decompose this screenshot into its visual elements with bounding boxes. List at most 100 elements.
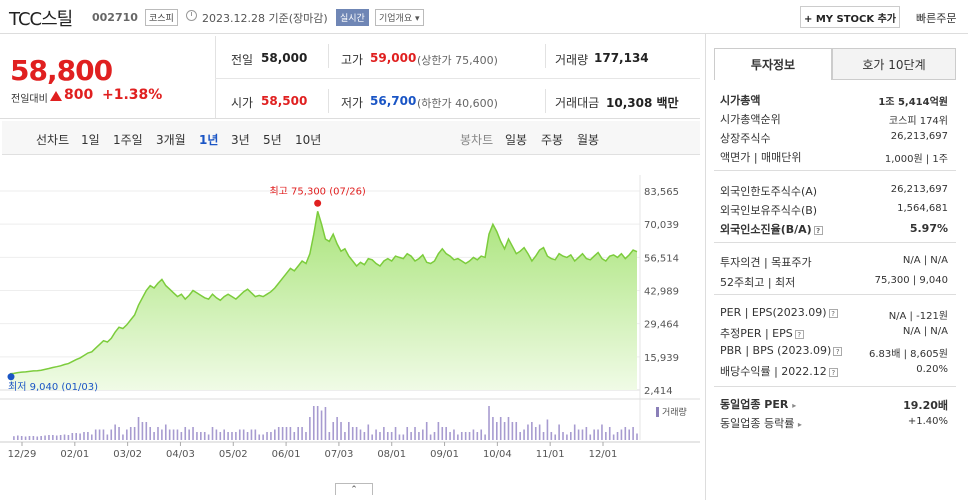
volume-bar: [184, 427, 187, 440]
listed-shares-value: 26,213,697: [890, 131, 948, 142]
volume-bar: [402, 434, 405, 440]
volume-bar: [266, 432, 268, 440]
help-icon[interactable]: ?: [828, 367, 838, 377]
foreign-limit-label: 외국인한도주식수(A): [720, 185, 818, 198]
divider: [545, 44, 546, 68]
volume-bar: [32, 436, 35, 440]
volume-bar: [511, 422, 514, 440]
volume-bar: [605, 432, 607, 440]
est-per-label: 추정PER | EPS?: [720, 325, 804, 341]
volume-bar: [620, 429, 623, 440]
volume-bar: [231, 432, 233, 440]
volume-bar: [164, 424, 167, 440]
par-value-label: 액면가 | 매매단위: [720, 151, 802, 164]
volume-bar: [246, 432, 249, 440]
divider: [714, 294, 956, 295]
help-icon[interactable]: ?: [828, 308, 838, 318]
volume-bar: [40, 436, 42, 440]
volume-bar: [410, 432, 412, 440]
volume-bar: [457, 434, 459, 440]
volume-bar: [437, 422, 440, 440]
tab-3m[interactable]: 3개월: [156, 133, 186, 147]
lower-limit: (하한가 40,600): [417, 97, 498, 110]
volume-bar: [126, 429, 128, 440]
volume-bar: [122, 434, 124, 440]
sector-change-value: +1.40%: [907, 416, 948, 427]
volume-bar: [75, 433, 78, 440]
low-annotation: 최저 9,040 (01/03): [8, 381, 98, 393]
foreign-hold-label: 외국인보유주식수(B): [720, 204, 818, 217]
y-tick-label: 42,989: [644, 287, 679, 298]
volume-bar: [227, 432, 229, 440]
sector-per-label: 동일업종 PER ▸: [720, 398, 797, 411]
volume-bar: [129, 427, 132, 440]
dividend-value: 0.20%: [916, 364, 948, 375]
tab-10y[interactable]: 10년: [295, 133, 322, 147]
market-cap-value: 1조 5,414억원: [878, 97, 948, 108]
tab-5y[interactable]: 5년: [263, 133, 282, 147]
listed-shares-label: 상장주식수: [720, 132, 771, 145]
tab-weekly[interactable]: 주봉: [541, 133, 564, 147]
open-label: 시가: [231, 96, 254, 110]
price-area: [10, 211, 637, 390]
help-icon[interactable]: ?: [833, 346, 843, 356]
collapse-chart-button[interactable]: ⌃: [335, 483, 373, 495]
help-icon[interactable]: ?: [794, 329, 804, 339]
tab-daily[interactable]: 일봉: [505, 133, 528, 147]
volume-bar: [460, 432, 463, 440]
volume-bar: [433, 432, 436, 440]
foreign-hold-value: 1,564,681: [897, 203, 948, 214]
foreign-limit-value: 26,213,697: [890, 184, 948, 195]
volume-bar: [484, 434, 486, 440]
help-icon[interactable]: ?: [813, 225, 823, 235]
quick-order-link[interactable]: 빠른주문: [916, 12, 957, 25]
volume-bar: [336, 417, 338, 440]
volume-bar: [59, 435, 62, 440]
divider: [215, 36, 216, 118]
volume-bar: [577, 429, 580, 440]
realtime-button[interactable]: 실시간: [336, 9, 369, 26]
market-badge: 코스피: [145, 9, 178, 26]
tab-1d[interactable]: 1일: [81, 133, 100, 147]
y-tick-label: 15,939: [644, 353, 679, 364]
volume-bar: [394, 427, 397, 440]
volume-bar: [211, 427, 214, 440]
tab-invest-info[interactable]: 투자정보: [714, 48, 832, 80]
tab-1w[interactable]: 1주일: [113, 133, 143, 147]
quote-summary: [0, 34, 700, 119]
volume-bar: [472, 429, 475, 440]
tab-1y[interactable]: 1년: [199, 133, 219, 147]
low-marker: [7, 373, 15, 381]
company-overview-dropdown[interactable]: 기업개요 ▾: [375, 9, 424, 26]
volume-bar: [235, 432, 237, 440]
volume-bar: [90, 434, 93, 440]
volume-bar: [168, 429, 171, 440]
volume-bar: [316, 406, 319, 440]
volume-bar: [531, 422, 533, 440]
add-my-stock-button[interactable]: + MY STOCK 추가: [800, 6, 900, 28]
x-tick-label: 05/02: [219, 449, 248, 460]
volume-bar: [406, 427, 409, 440]
volume-bar: [196, 432, 198, 440]
x-tick-label: 06/01: [272, 449, 301, 460]
volume-bar: [102, 429, 105, 440]
volume-bar: [562, 432, 564, 440]
trade-amount-label: 거래대금: [555, 96, 600, 110]
up-arrow-icon: [50, 91, 62, 101]
volume-bar: [24, 436, 27, 440]
opinion-value: N/A | N/A: [902, 255, 948, 266]
chevron-right-icon[interactable]: ▸: [797, 420, 802, 429]
volume-bar: [44, 435, 46, 440]
volume-bar: [601, 424, 603, 440]
volume-bar: [141, 422, 144, 440]
volume-bar: [242, 429, 245, 440]
tab-orderbook[interactable]: 호가 10단계: [832, 48, 956, 80]
volume-bar: [270, 432, 272, 440]
chevron-right-icon[interactable]: ▸: [792, 401, 797, 410]
tab-monthly[interactable]: 월봉: [577, 133, 600, 147]
volume-bar: [425, 422, 428, 440]
volume-bar: [519, 432, 521, 440]
volume-bar: [250, 429, 253, 440]
volume-bar: [527, 424, 529, 440]
tab-3y[interactable]: 3년: [231, 133, 250, 147]
